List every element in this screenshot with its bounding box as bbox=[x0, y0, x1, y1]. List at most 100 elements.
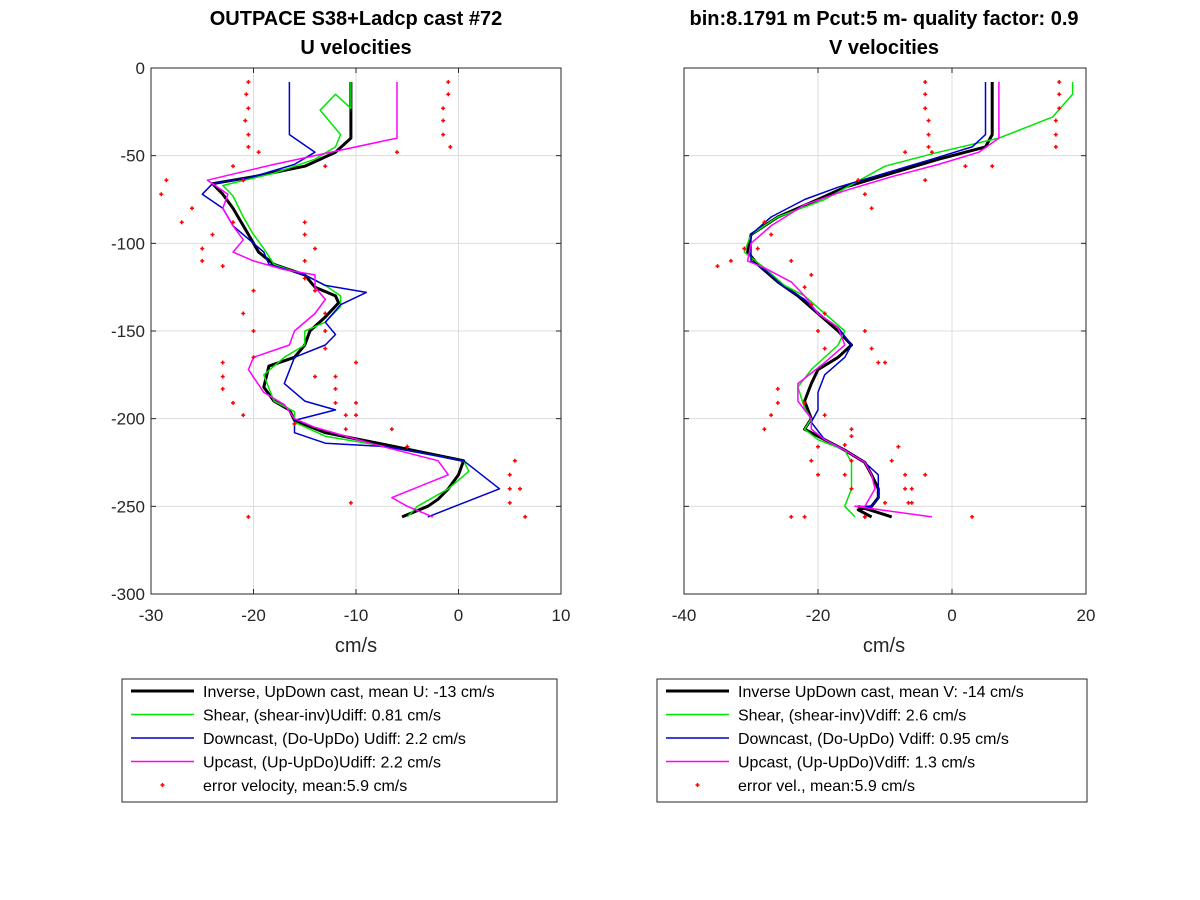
u-y-tick-label: -150 bbox=[111, 322, 145, 341]
u-chart-title: OUTPACE S38+Ladcp cast #72 bbox=[210, 8, 503, 30]
v-error-marker bbox=[862, 192, 867, 197]
u-error-marker bbox=[241, 178, 246, 183]
u-error-marker bbox=[251, 288, 256, 293]
v-error-marker bbox=[990, 164, 995, 169]
u-legend-label-4: error velocity, mean:5.9 cm/s bbox=[203, 778, 407, 795]
v-error-marker bbox=[775, 400, 780, 405]
u-error-marker bbox=[389, 427, 394, 432]
v-error-marker bbox=[869, 206, 874, 211]
v-error-marker bbox=[1057, 92, 1062, 97]
v-error-marker bbox=[923, 472, 928, 477]
u-error-marker bbox=[512, 458, 517, 463]
u-error-marker bbox=[246, 144, 251, 149]
v-error-marker bbox=[849, 434, 854, 439]
u-error-marker bbox=[518, 486, 522, 491]
u-velocity-panel: OUTPACE S38+Ladcp cast #72 U velocities … bbox=[111, 8, 571, 803]
v-legend: Inverse UpDown cast, mean V: -14 cm/s She… bbox=[656, 678, 1088, 803]
u-error-marker bbox=[333, 374, 338, 379]
v-error-marker bbox=[926, 118, 931, 123]
u-error-marker bbox=[179, 220, 184, 225]
v-error-marker bbox=[789, 514, 794, 519]
v-error-marker bbox=[923, 80, 928, 85]
v-error-marker bbox=[903, 150, 908, 155]
u-error-marker bbox=[302, 258, 307, 263]
v-error-marker bbox=[769, 413, 774, 418]
v-error-marker bbox=[970, 514, 975, 519]
u-error-marker bbox=[313, 288, 317, 293]
v-error-marker bbox=[869, 346, 874, 351]
v-error-marker bbox=[909, 500, 914, 505]
u-error-marker bbox=[323, 164, 328, 169]
u-legend-box bbox=[121, 678, 558, 803]
v-legend-label-4: error vel., mean:5.9 cm/s bbox=[738, 778, 915, 795]
v-legend-box bbox=[656, 678, 1088, 803]
u-error-marker bbox=[220, 374, 225, 379]
u-error-marker bbox=[507, 486, 512, 491]
u-error-marker bbox=[292, 421, 297, 426]
v-error-marker bbox=[862, 514, 867, 519]
u-error-marker bbox=[446, 80, 451, 85]
u-x-tick-label: 0 bbox=[454, 606, 463, 625]
u-series-line-2 bbox=[201, 82, 501, 518]
v-error-marker bbox=[889, 458, 894, 463]
u-y-tick-label: -50 bbox=[120, 147, 145, 166]
v-error-marker bbox=[822, 413, 827, 418]
v-error-marker bbox=[775, 386, 780, 391]
v-error-marker bbox=[755, 246, 760, 251]
u-error-marker bbox=[441, 132, 446, 137]
v-error-marker bbox=[802, 514, 807, 519]
v-series-line-3 bbox=[746, 82, 1000, 518]
v-error-marker bbox=[929, 150, 934, 155]
u-error-marker bbox=[313, 374, 317, 379]
u-error-marker bbox=[256, 150, 261, 155]
u-error-marker bbox=[323, 311, 328, 316]
u-x-tick-label: -20 bbox=[241, 606, 266, 625]
u-x-tick-label: -30 bbox=[139, 606, 164, 625]
v-legend-label-3: Upcast, (Up-UpDo)Vdiff: 1.3 cm/s bbox=[738, 755, 975, 772]
v-error-marker bbox=[883, 360, 887, 365]
v-error-marker bbox=[1053, 132, 1058, 137]
v-error-marker bbox=[856, 178, 861, 183]
v-error-marker bbox=[789, 258, 794, 263]
v-error-marker bbox=[762, 427, 767, 432]
u-error-marker bbox=[348, 500, 353, 505]
u-series-line-1 bbox=[222, 82, 470, 518]
v-error-marker bbox=[809, 458, 814, 463]
v-error-marker bbox=[816, 472, 820, 477]
u-y-tick-label: -300 bbox=[111, 585, 145, 604]
u-error-marker bbox=[395, 150, 399, 155]
u-chart-subtitle: U velocities bbox=[300, 37, 411, 59]
u-error-marker bbox=[523, 514, 528, 519]
v-error-marker bbox=[849, 458, 854, 463]
v-error-marker bbox=[809, 272, 814, 277]
v-error-marker bbox=[816, 444, 820, 449]
u-legend-label-1: Shear, (shear-inv)Udiff: 0.81 cm/s bbox=[203, 708, 441, 725]
v-error-marker bbox=[715, 264, 720, 269]
u-error-marker bbox=[164, 178, 169, 183]
u-error-marker bbox=[251, 355, 256, 360]
u-error-marker bbox=[446, 92, 451, 97]
v-error-marker bbox=[1057, 80, 1062, 85]
v-chart-subtitle: V velocities bbox=[829, 37, 939, 59]
v-error-marker bbox=[903, 472, 908, 477]
v-error-marker bbox=[903, 486, 908, 491]
u-error-marker bbox=[333, 386, 338, 391]
v-error-marker bbox=[876, 360, 881, 365]
u-y-tick-label: -100 bbox=[111, 234, 145, 253]
u-error-marker bbox=[507, 472, 512, 477]
v-error-marker bbox=[809, 302, 814, 307]
u-x-tick-label: 10 bbox=[552, 606, 571, 625]
v-error-marker bbox=[1053, 118, 1058, 123]
u-error-marker bbox=[313, 246, 317, 251]
v-error-marker bbox=[862, 329, 867, 333]
v-error-marker bbox=[769, 232, 774, 237]
u-error-marker bbox=[241, 413, 246, 418]
u-legend: Inverse, UpDown cast, mean U: -13 cm/s Sh… bbox=[121, 678, 558, 803]
u-error-marker bbox=[200, 246, 205, 251]
v-error-marker bbox=[802, 400, 807, 405]
v-error-marker bbox=[906, 500, 911, 505]
v-error-marker bbox=[816, 329, 820, 333]
v-error-marker bbox=[883, 500, 887, 505]
v-legend-label-2: Downcast, (Do-UpDo) Vdiff: 0.95 cm/s bbox=[738, 731, 1009, 748]
v-error-marker bbox=[909, 486, 914, 491]
